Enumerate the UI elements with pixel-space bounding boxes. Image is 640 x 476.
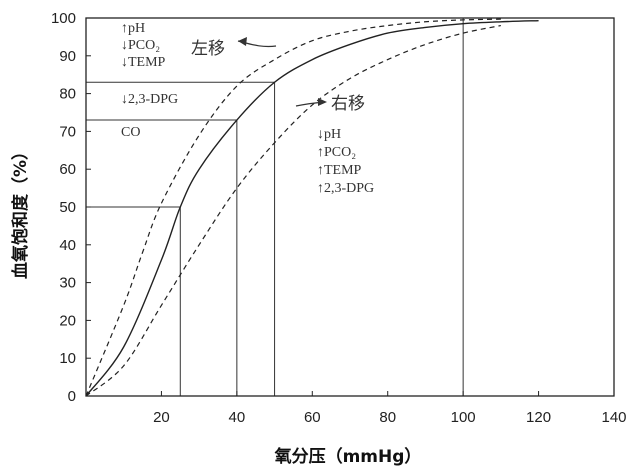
y-tick-label: 20 <box>59 312 76 329</box>
x-tick-label: 40 <box>229 409 246 426</box>
left-shift-label: 左移 <box>191 39 225 59</box>
right-factor-pco2: ↑PCO₂ <box>317 145 356 160</box>
left-factor-co: CO <box>121 125 140 140</box>
right-shift-label: 右移 <box>331 94 365 114</box>
series-line-2 <box>85 18 501 397</box>
y-tick-label: 90 <box>59 48 76 65</box>
series-line-1 <box>85 19 539 397</box>
left-factor-dpg: ↓2,3-DPG <box>121 92 178 107</box>
x-tick-label: 80 <box>379 409 396 426</box>
y-tick-label: 30 <box>59 275 76 292</box>
left-factor-pco2: ↓PCO₂ <box>121 38 160 53</box>
left-factor-ph: ↑pH <box>121 21 145 36</box>
left-shift-arrow-head <box>238 37 247 46</box>
y-tick-label: 80 <box>59 86 76 103</box>
y-tick-label: 0 <box>68 388 76 405</box>
x-tick-label: 20 <box>153 409 170 426</box>
x-axis-title: 氧分压（mmHg） <box>274 446 422 467</box>
y-tick-label: 10 <box>59 350 76 367</box>
right-factor-ph: ↓pH <box>317 127 341 142</box>
y-tick-label: 40 <box>59 237 76 254</box>
y-tick-label: 50 <box>59 199 76 216</box>
x-tick-label: 100 <box>451 409 476 426</box>
x-tick-label: 60 <box>304 409 321 426</box>
x-tick-label: 140 <box>601 409 626 426</box>
left-factor-temp: ↓TEMP <box>121 55 166 70</box>
series-line-3 <box>85 24 501 397</box>
y-axis-title: 血氧饱和度（%） <box>10 143 31 279</box>
y-tick-label: 100 <box>51 10 76 27</box>
y-tick-label: 60 <box>59 161 76 178</box>
right-factor-dpg: ↑2,3-DPG <box>317 181 374 196</box>
y-tick-label: 70 <box>59 123 76 140</box>
right-shift-arrow-head <box>318 98 327 106</box>
x-tick-label: 120 <box>526 409 551 426</box>
right-factor-temp: ↑TEMP <box>317 163 362 178</box>
